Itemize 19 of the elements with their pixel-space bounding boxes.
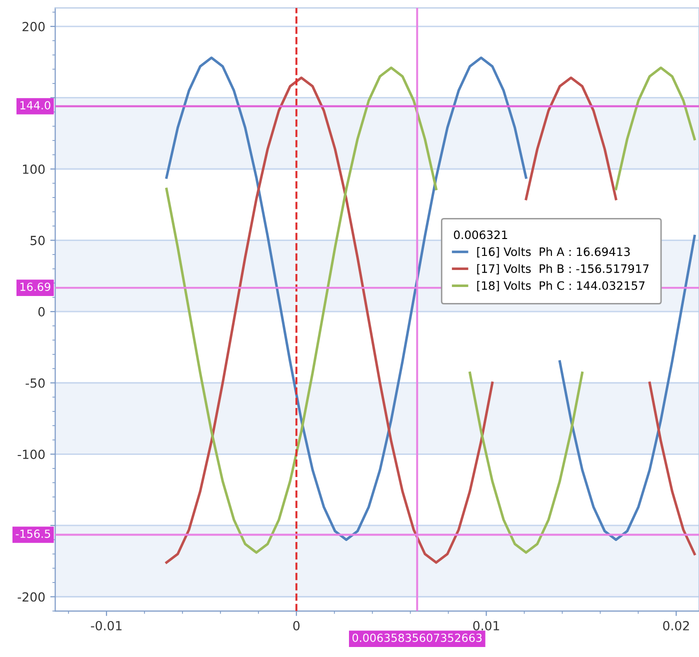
legend-title: 0.006321 — [454, 230, 508, 240]
x-tick-label: 0.01 — [473, 620, 500, 630]
ref-line-label: -156.5 — [16, 530, 50, 538]
y-tick-label: -200 — [18, 592, 45, 602]
legend-label: [16] Volts Ph A : 16.69413 — [477, 247, 630, 258]
x-tick-label: -0.01 — [90, 620, 122, 630]
y-tick-label: 100 — [23, 164, 45, 174]
y-tick-label: -50 — [26, 378, 45, 388]
ref-line-label: 16.69 — [20, 282, 50, 292]
y-tick-label: 200 — [22, 22, 45, 32]
ref-line-label: 0.00635835607352663 — [352, 634, 482, 642]
ref-line-label: 144.0 — [20, 101, 50, 110]
x-tick-label: 0 — [293, 620, 300, 630]
x-tick-label: 0.02 — [663, 620, 689, 630]
y-tick-label: 0 — [38, 307, 45, 317]
y-tick-label: 50 — [30, 236, 45, 246]
legend-label: [17] Volts Ph B : -156.517917 — [477, 264, 649, 274]
legend-label: [18] Volts Ph C : 144.032157 — [477, 281, 645, 292]
y-tick-label: -100 — [18, 450, 45, 460]
